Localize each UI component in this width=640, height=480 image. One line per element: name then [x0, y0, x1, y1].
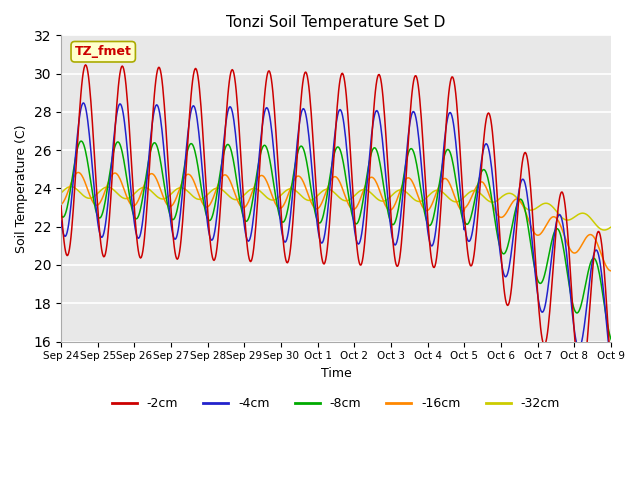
Y-axis label: Soil Temperature (C): Soil Temperature (C): [15, 124, 28, 252]
Legend: -2cm, -4cm, -8cm, -16cm, -32cm: -2cm, -4cm, -8cm, -16cm, -32cm: [107, 392, 565, 415]
Title: Tonzi Soil Temperature Set D: Tonzi Soil Temperature Set D: [227, 15, 445, 30]
Text: TZ_fmet: TZ_fmet: [75, 45, 132, 58]
X-axis label: Time: Time: [321, 367, 351, 380]
